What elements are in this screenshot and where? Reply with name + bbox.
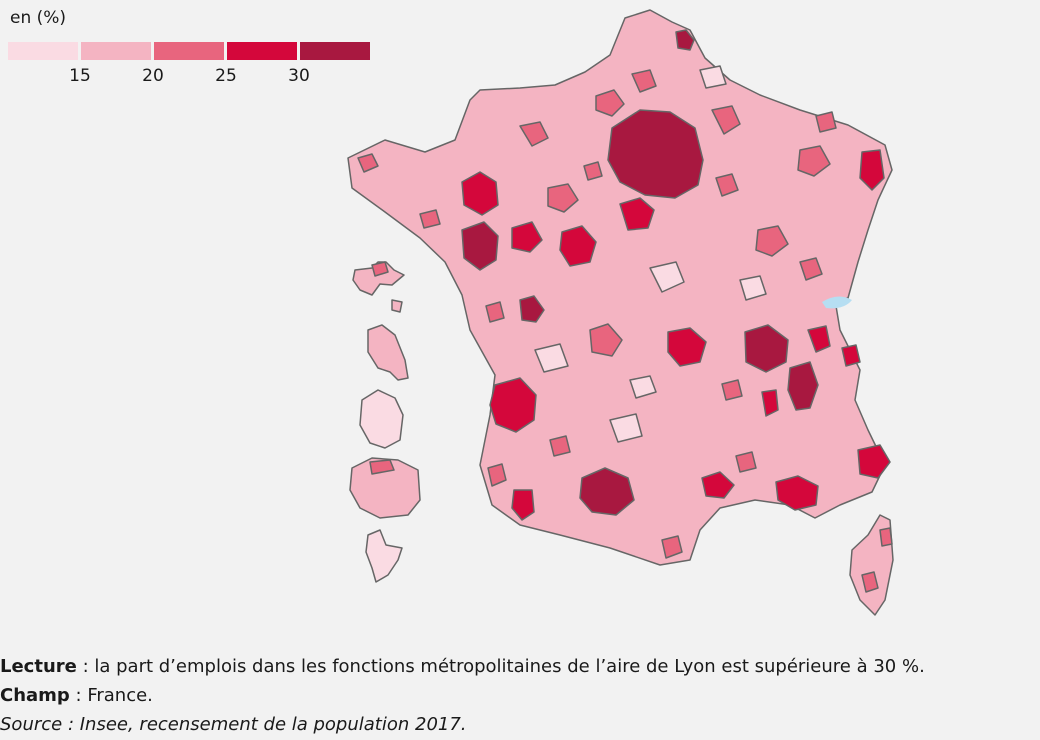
legend-tick-15: 15 (69, 66, 91, 86)
guadeloupe-shape (352, 261, 405, 296)
area-dijon-shape (755, 225, 789, 257)
guyane-shape (359, 389, 404, 449)
area-bastia-shape (879, 527, 893, 547)
legend-tick-25: 25 (215, 66, 237, 86)
area-lille-shape (675, 29, 695, 51)
area-tours-shape (559, 225, 597, 267)
area-angers-shape (511, 221, 543, 253)
area-chartres-shape (583, 161, 603, 181)
guadeloupe-islet-shape (391, 299, 403, 313)
choropleth-map (347, 9, 894, 616)
area-east-light-shape (739, 275, 767, 301)
area-metz-shape (815, 111, 837, 133)
area-poitiers-shape (519, 295, 545, 323)
note-lecture-label: Lecture (0, 656, 77, 677)
reunion-shape (349, 457, 421, 519)
note-source: Source : Insee, recensement de la popula… (0, 710, 925, 739)
area-brest-shape (357, 153, 379, 173)
area-centre-light-shape (649, 261, 685, 293)
area-strasbourg-shape (859, 149, 885, 191)
area-annecy-shape (807, 325, 831, 353)
mayotte-shape (365, 529, 403, 583)
area-limoges-shape (589, 323, 623, 357)
area-caen-shape (519, 121, 549, 147)
legend-swatch-2 (81, 42, 151, 60)
area-north-light-shape (699, 65, 727, 89)
area-clermont-shape (667, 327, 707, 367)
area-nantes-shape (461, 221, 499, 271)
urban-areas-layer (357, 29, 893, 593)
area-amiens-shape (631, 69, 657, 93)
area-grenoble-shape (787, 361, 819, 411)
area-nancy-shape (797, 145, 831, 177)
legend-swatch-1 (8, 42, 78, 60)
area-pau-shape (511, 489, 535, 521)
area-south-light-shape (609, 413, 643, 443)
area-lyon-shape (744, 324, 789, 373)
mainland-france-shape (347, 9, 893, 566)
area-valence-shape (761, 389, 779, 417)
area-pointe-a-pitre-shape (371, 261, 389, 277)
area-reims-shape (711, 105, 741, 135)
area-bayonne-shape (487, 463, 507, 487)
note-champ-label: Champ (0, 685, 70, 706)
area-agen-shape (549, 435, 571, 457)
area-troyes-shape (715, 173, 739, 197)
legend-title: en (%) (10, 8, 67, 28)
legend-tick-30: 30 (288, 66, 310, 86)
area-besancon-shape (799, 257, 823, 281)
area-rennes-shape (461, 171, 499, 216)
note-source-text: Source : Insee, recensement de la popula… (0, 714, 467, 735)
martinique-shape (367, 324, 409, 381)
legend-swatch-3 (154, 42, 224, 60)
area-saint-denis-reunion-shape (369, 459, 395, 475)
area-montpellier-shape (701, 471, 735, 499)
area-perpignan-shape (661, 535, 683, 559)
area-lemans-shape (547, 183, 579, 213)
area-rouen-shape (595, 89, 625, 117)
note-lecture: Lecture : la part d’emplois dans les fon… (0, 652, 925, 681)
legend-swatch-5 (300, 42, 370, 60)
area-ajaccio-shape (861, 571, 879, 593)
area-vannes-shape (419, 209, 441, 229)
lake-geneva-shape (822, 296, 852, 309)
legend-color-scale (8, 42, 373, 60)
area-bordeaux-shape (489, 377, 537, 433)
area-marseille-shape (775, 475, 819, 511)
area-clermont-light-shape (629, 375, 657, 399)
legend: en (%) 15 20 25 30 (8, 8, 373, 90)
notes: Lecture : la part d’emplois dans les fon… (0, 652, 925, 739)
area-paris-shape (607, 109, 704, 199)
area-west-light-shape (534, 343, 569, 373)
area-saint-etienne-shape (721, 379, 743, 401)
note-champ: Champ : France. (0, 681, 925, 710)
area-orleans-shape (619, 197, 655, 231)
legend-tick-20: 20 (142, 66, 164, 86)
area-nice-shape (857, 444, 891, 479)
legend-ticks: 15 20 25 30 (8, 66, 373, 90)
note-champ-text: : France. (69, 685, 153, 706)
legend-swatch-4 (227, 42, 297, 60)
area-larochelle-shape (485, 301, 505, 323)
area-nimes-shape (735, 451, 757, 473)
area-chambery-shape (841, 344, 861, 367)
area-toulouse-shape (579, 467, 635, 516)
note-lecture-text: : la part d’emplois dans les fonctions m… (76, 656, 925, 677)
